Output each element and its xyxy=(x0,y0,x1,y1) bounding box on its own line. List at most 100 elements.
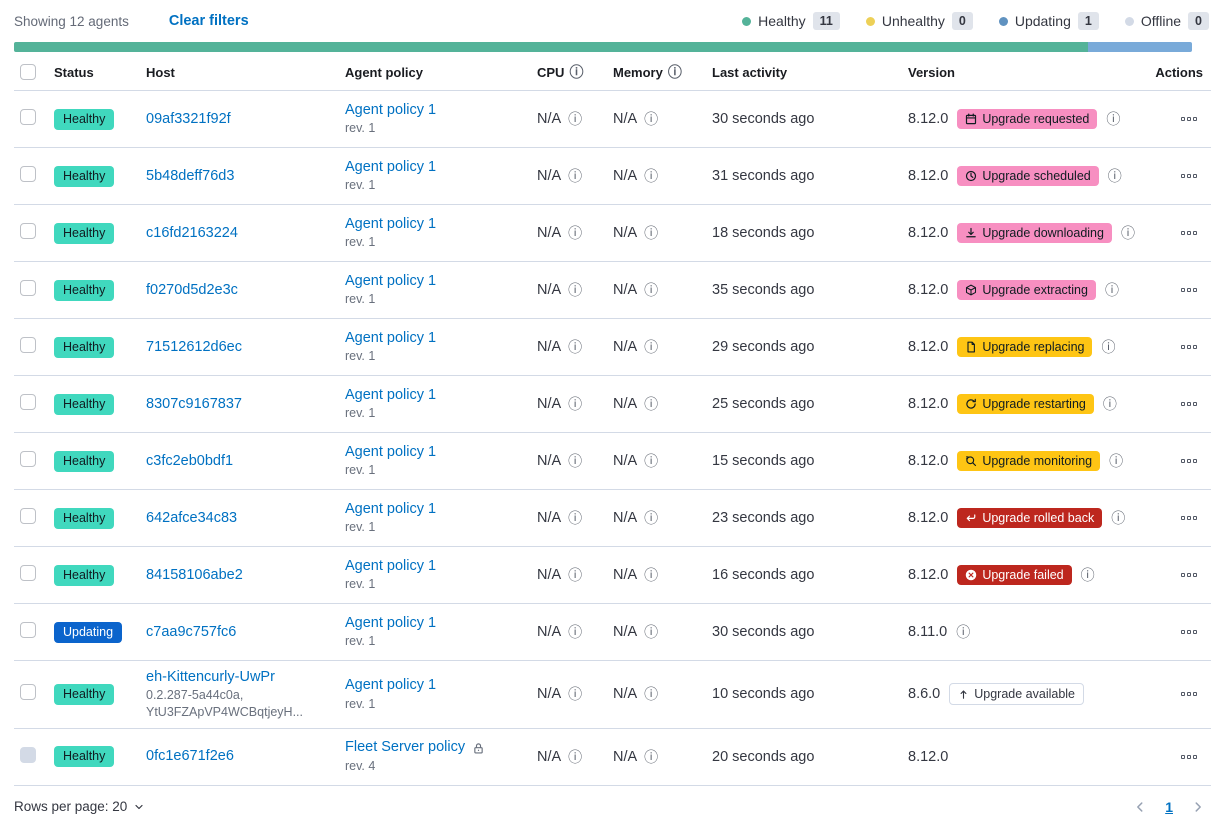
host-link[interactable]: eh-Kittencurly-UwPr xyxy=(146,669,275,685)
info-icon[interactable]: ⓘ xyxy=(568,567,583,583)
row-actions-button[interactable] xyxy=(1179,512,1199,524)
row-actions-button[interactable] xyxy=(1179,284,1199,296)
agent-policy-link[interactable]: Fleet Server policy xyxy=(345,739,466,756)
info-icon[interactable]: ⓘ xyxy=(1109,453,1124,469)
info-icon[interactable]: ⓘ xyxy=(644,624,659,640)
host-link[interactable]: 71512612d6ec xyxy=(146,338,242,355)
agent-policy-link[interactable]: Agent policy 1 xyxy=(345,158,437,175)
chevron-right-icon xyxy=(1195,801,1201,812)
previous-page-button[interactable] xyxy=(1133,800,1147,814)
info-icon[interactable]: ⓘ xyxy=(644,339,659,355)
page-number-1[interactable]: 1 xyxy=(1165,798,1173,815)
policy-revision: rev. 1 xyxy=(345,634,376,649)
table-row: Healthy 8307c9167837 Agent policy 1 rev. … xyxy=(14,376,1211,433)
host-link[interactable]: c16fd2163224 xyxy=(146,224,238,241)
row-actions-button[interactable] xyxy=(1179,227,1199,239)
host-link[interactable]: 09af3321f92f xyxy=(146,110,231,127)
info-icon[interactable]: ⓘ xyxy=(644,111,659,127)
row-checkbox[interactable] xyxy=(20,223,36,239)
row-actions-button[interactable] xyxy=(1179,569,1199,581)
info-icon[interactable]: ⓘ xyxy=(568,453,583,469)
info-icon[interactable]: ⓘ xyxy=(568,339,583,355)
row-actions-button[interactable] xyxy=(1179,341,1199,353)
agent-policy-link[interactable]: Agent policy 1 xyxy=(345,101,437,118)
row-actions-button[interactable] xyxy=(1179,688,1199,700)
info-icon[interactable]: ⓘ xyxy=(644,748,659,765)
agent-policy-link[interactable]: Agent policy 1 xyxy=(345,215,437,232)
host-link[interactable]: 8307c9167837 xyxy=(146,395,242,412)
row-checkbox[interactable] xyxy=(20,166,36,182)
host-link[interactable]: c7aa9c757fc6 xyxy=(146,623,237,640)
info-icon[interactable]: ⓘ xyxy=(667,64,682,80)
host-link[interactable]: 5b48deff76d3 xyxy=(146,167,235,184)
info-icon[interactable]: ⓘ xyxy=(568,624,583,640)
host-link[interactable]: c3fc2eb0bdf1 xyxy=(146,452,234,469)
row-actions-button[interactable] xyxy=(1179,751,1199,763)
select-all-checkbox[interactable] xyxy=(20,64,36,80)
last-activity: 23 seconds ago xyxy=(712,510,815,526)
agent-policy-link[interactable]: Agent policy 1 xyxy=(345,677,437,694)
last-activity: 30 seconds ago xyxy=(712,111,815,127)
info-icon[interactable]: ⓘ xyxy=(1107,168,1122,184)
row-actions-button[interactable] xyxy=(1179,113,1199,125)
info-icon[interactable]: ⓘ xyxy=(1080,567,1095,583)
host-link[interactable]: f0270d5d2e3c xyxy=(146,281,238,298)
host-link[interactable]: 0fc1e671f2e6 xyxy=(146,748,234,765)
agent-policy-link[interactable]: Agent policy 1 xyxy=(345,272,437,289)
row-actions-button[interactable] xyxy=(1179,626,1199,638)
agent-policy-link[interactable]: Agent policy 1 xyxy=(345,500,437,517)
agent-version: 8.12.0 xyxy=(908,282,949,298)
info-icon[interactable]: ⓘ xyxy=(568,225,583,241)
row-checkbox[interactable] xyxy=(20,565,36,581)
agent-policy-link[interactable]: Agent policy 1 xyxy=(345,557,437,574)
row-checkbox[interactable] xyxy=(20,508,36,524)
agent-policy-link[interactable]: Agent policy 1 xyxy=(345,614,437,631)
info-icon[interactable]: ⓘ xyxy=(644,225,659,241)
agent-policy-link[interactable]: Agent policy 1 xyxy=(345,443,437,460)
agent-policy-link[interactable]: Agent policy 1 xyxy=(345,386,437,403)
info-icon[interactable]: ⓘ xyxy=(644,168,659,184)
info-icon[interactable]: ⓘ xyxy=(1101,339,1116,355)
row-checkbox[interactable] xyxy=(20,684,36,701)
host-link[interactable]: 642afce34c83 xyxy=(146,509,238,526)
next-page-button[interactable] xyxy=(1191,800,1205,814)
info-icon[interactable]: ⓘ xyxy=(1102,396,1117,412)
info-icon[interactable]: ⓘ xyxy=(644,282,659,298)
healthy-dot-icon xyxy=(742,16,752,26)
clear-filters-link[interactable]: Clear filters xyxy=(168,13,249,29)
info-icon[interactable]: ⓘ xyxy=(644,453,659,469)
row-actions-button[interactable] xyxy=(1179,455,1199,467)
row-actions-button[interactable] xyxy=(1179,170,1199,182)
info-icon[interactable]: ⓘ xyxy=(568,396,583,412)
last-activity: 16 seconds ago xyxy=(712,567,815,583)
row-checkbox[interactable] xyxy=(20,337,36,353)
info-icon[interactable]: ⓘ xyxy=(568,748,583,765)
info-icon[interactable]: ⓘ xyxy=(644,510,659,526)
agent-version: 8.12.0 xyxy=(908,748,949,765)
info-icon[interactable]: ⓘ xyxy=(568,686,583,703)
row-checkbox[interactable] xyxy=(20,622,36,638)
policy-revision: rev. 1 xyxy=(345,235,376,250)
info-icon[interactable]: ⓘ xyxy=(1104,282,1119,298)
agent-policy-link[interactable]: Agent policy 1 xyxy=(345,329,437,346)
row-checkbox[interactable] xyxy=(20,451,36,467)
rows-per-page-selector[interactable]: Rows per page: 20 xyxy=(14,799,145,814)
info-icon[interactable]: ⓘ xyxy=(568,282,583,298)
info-icon[interactable]: ⓘ xyxy=(1106,111,1121,127)
info-icon[interactable]: ⓘ xyxy=(569,64,584,80)
info-icon[interactable]: ⓘ xyxy=(644,686,659,703)
host-link[interactable]: 84158106abe2 xyxy=(146,566,243,583)
row-actions-button[interactable] xyxy=(1179,398,1199,410)
info-icon[interactable]: ⓘ xyxy=(644,567,659,583)
row-checkbox[interactable] xyxy=(20,394,36,410)
info-icon[interactable]: ⓘ xyxy=(956,624,971,640)
info-icon[interactable]: ⓘ xyxy=(568,168,583,184)
row-checkbox[interactable] xyxy=(20,280,36,296)
info-icon[interactable]: ⓘ xyxy=(644,396,659,412)
agent-version: 8.12.0 xyxy=(908,168,949,184)
info-icon[interactable]: ⓘ xyxy=(1111,510,1126,526)
info-icon[interactable]: ⓘ xyxy=(568,111,583,127)
info-icon[interactable]: ⓘ xyxy=(1120,225,1135,241)
row-checkbox[interactable] xyxy=(20,109,36,125)
info-icon[interactable]: ⓘ xyxy=(568,510,583,526)
